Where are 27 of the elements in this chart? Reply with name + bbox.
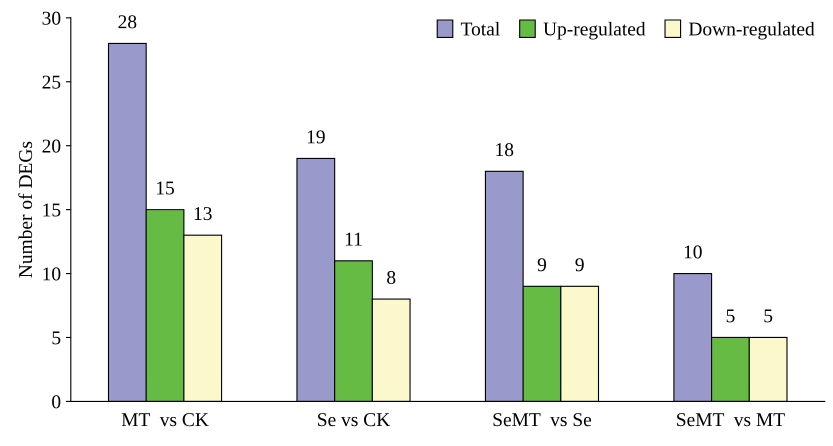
data-label: 19: [308, 130, 325, 144]
legend-label: Up-regulated: [543, 22, 646, 40]
y-axis-title: Number of DEGs: [18, 142, 32, 278]
y-tick-label: 5: [52, 331, 60, 344]
y-tick-label: 15: [43, 204, 60, 217]
x-tick-label: SeMT vs Se: [493, 413, 592, 426]
data-label: 9: [538, 258, 546, 272]
data-label: 18: [496, 143, 514, 156]
x-tick-label: MT vs CK: [122, 413, 209, 426]
x-tick-label: SeMT vs MT: [677, 413, 785, 426]
data-label: 5: [726, 309, 735, 322]
legend-label: Down-regulated: [688, 22, 814, 40]
data-label: 10: [684, 245, 702, 258]
data-label: 13: [194, 207, 212, 220]
y-tick-label: 10: [43, 267, 60, 280]
data-label: 15: [157, 182, 174, 195]
data-label: 5: [764, 309, 772, 322]
y-tick-label: 25: [42, 76, 60, 89]
y-tick-label: 20: [42, 140, 60, 153]
data-label: 9: [575, 258, 584, 272]
data-label: 28: [118, 15, 136, 28]
legend-label: Total: [460, 22, 500, 36]
data-label: 11: [346, 232, 362, 246]
data-label: 8: [387, 270, 396, 284]
y-tick-label: 30: [42, 12, 60, 25]
x-tick-label: Se vs CK: [318, 413, 390, 426]
y-tick-label: 0: [52, 395, 60, 408]
